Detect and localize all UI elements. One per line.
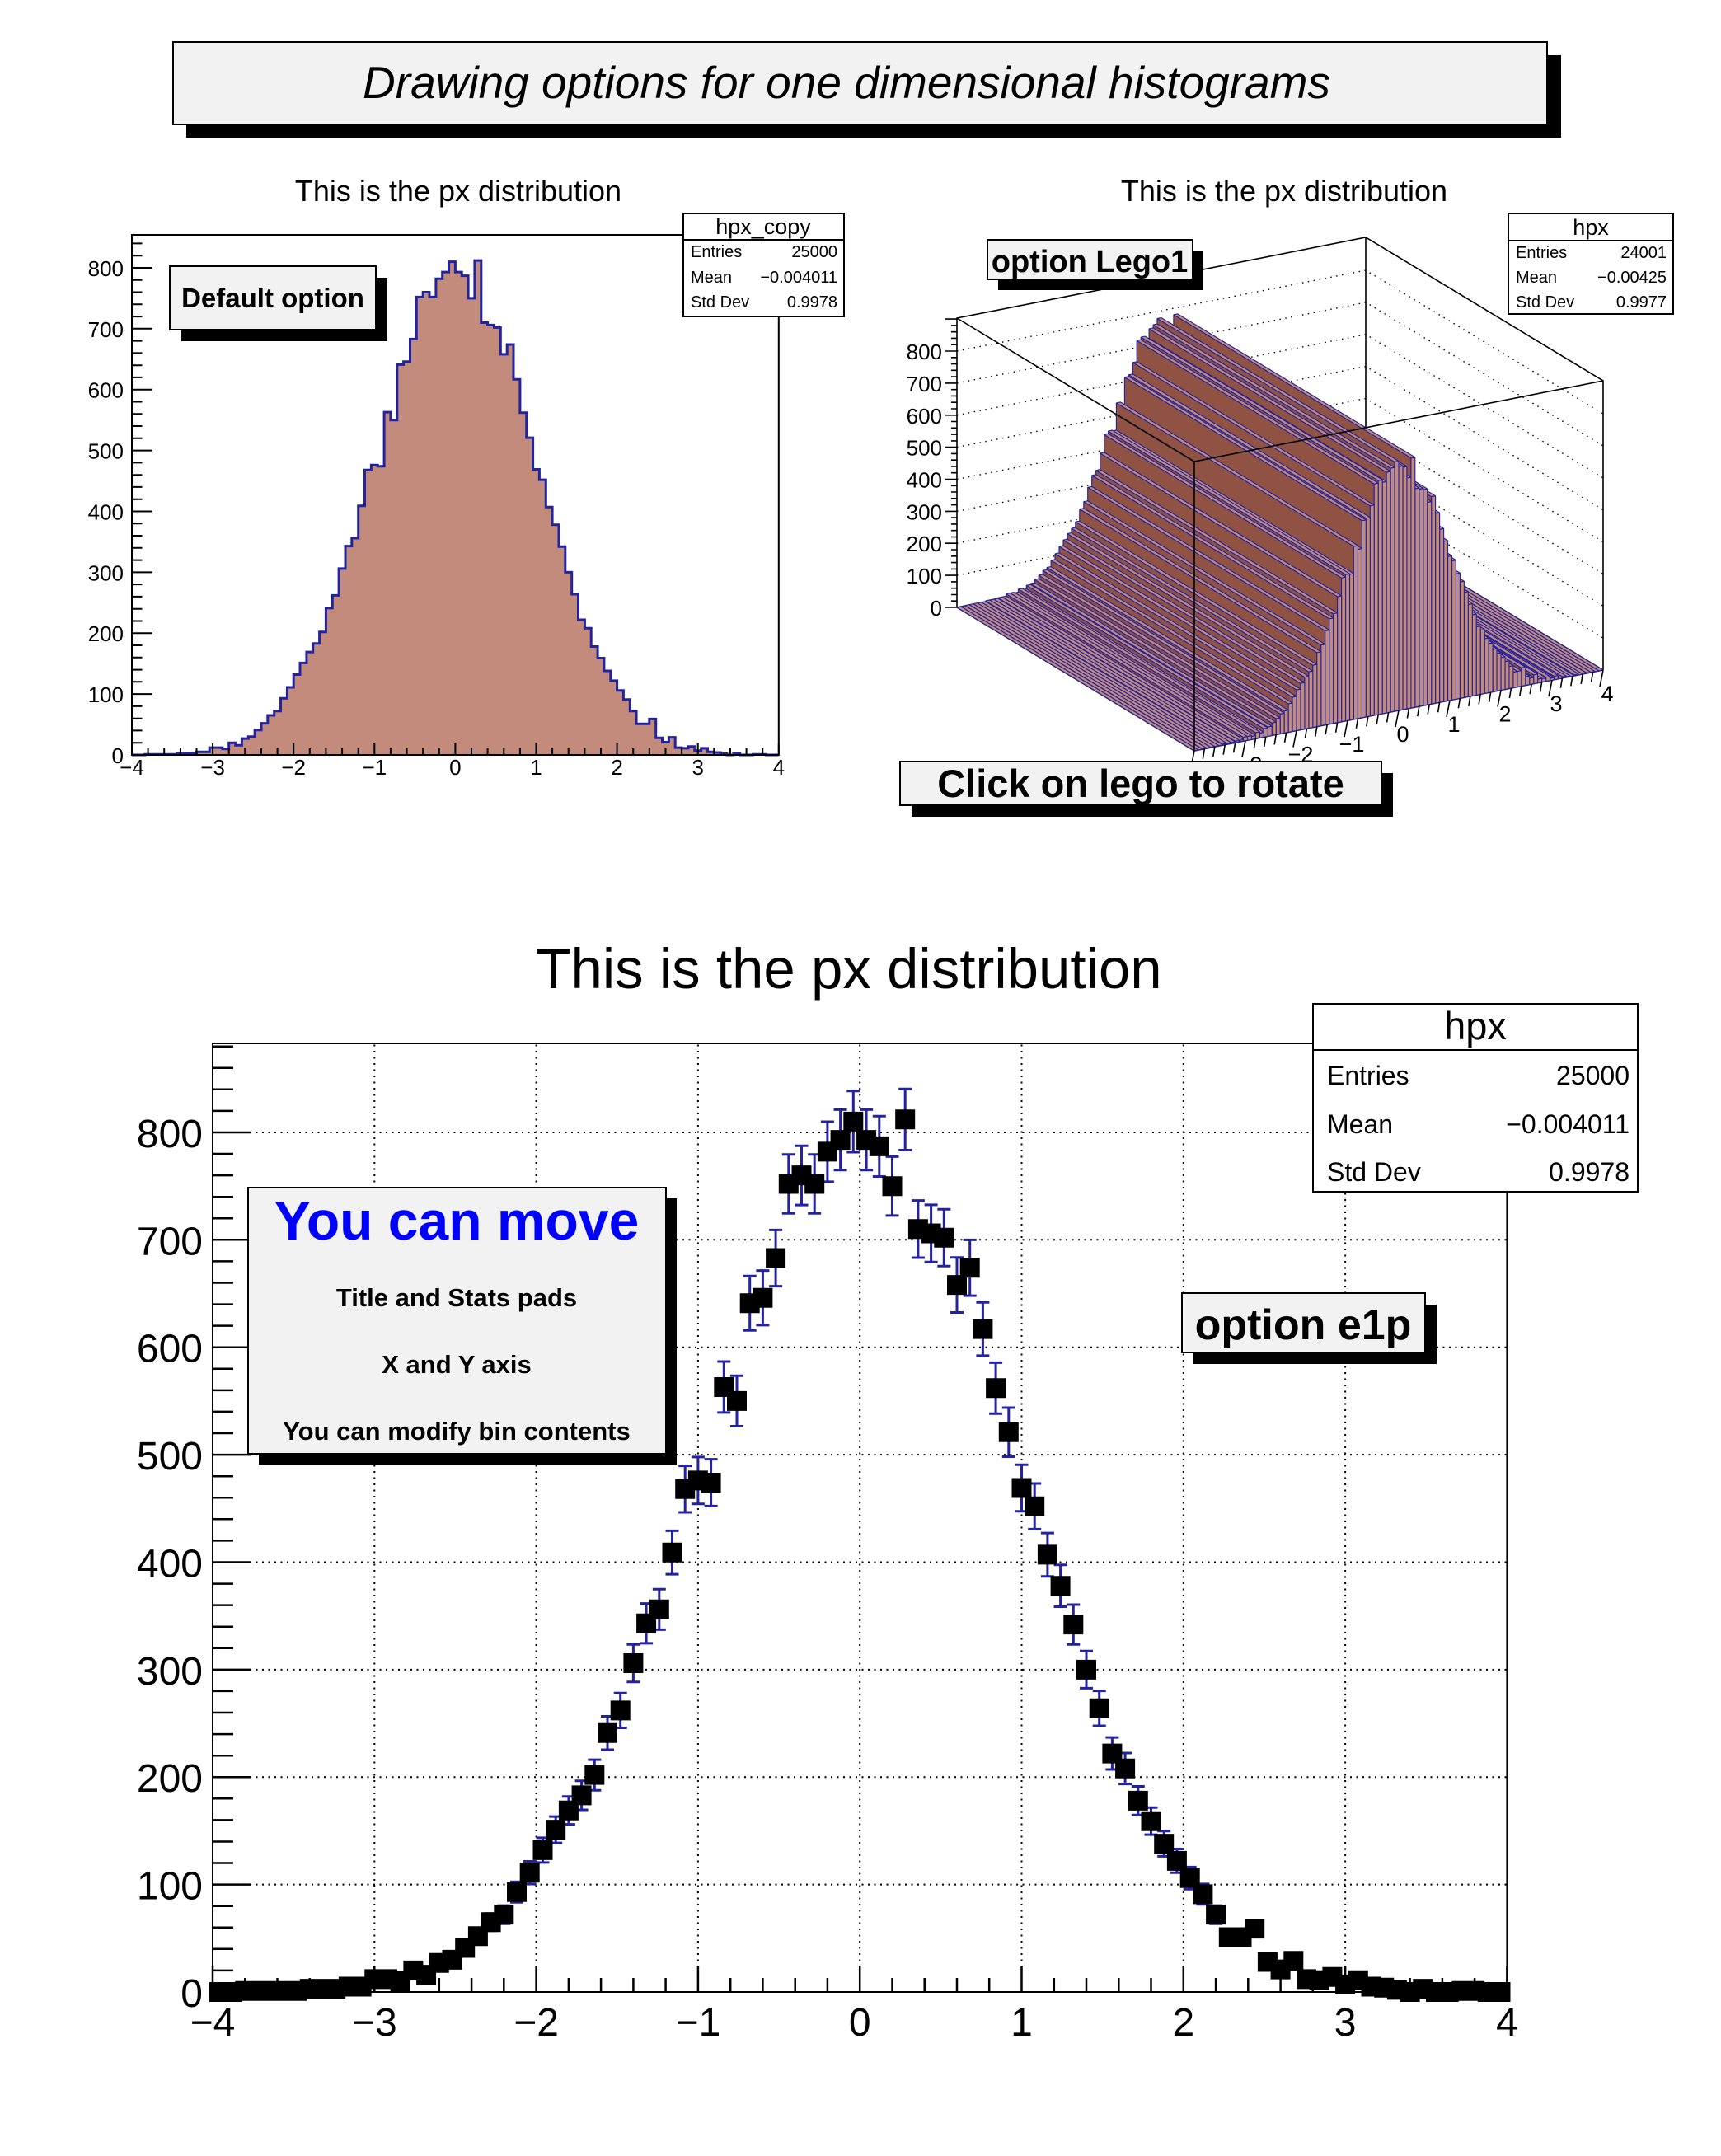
svg-text:−2: −2 — [281, 755, 306, 780]
svg-text:option Lego1: option Lego1 — [992, 245, 1189, 279]
svg-text:400: 400 — [137, 1543, 203, 1587]
svg-text:24001: 24001 — [1620, 244, 1667, 262]
svg-text:Std Dev: Std Dev — [691, 293, 749, 312]
svg-text:−1: −1 — [362, 755, 387, 780]
svg-text:800: 800 — [137, 1113, 203, 1156]
svg-text:100: 100 — [88, 682, 124, 707]
svg-text:25000: 25000 — [1556, 1061, 1630, 1090]
svg-text:500: 500 — [137, 1435, 203, 1479]
svg-text:0.9977: 0.9977 — [1616, 293, 1667, 312]
svg-text:0: 0 — [181, 1972, 203, 2016]
svg-text:Click on lego to rotate: Click on lego to rotate — [937, 762, 1344, 805]
svg-text:option e1p: option e1p — [1195, 1301, 1412, 1349]
svg-text:Mean: Mean — [1327, 1109, 1393, 1139]
svg-text:Std Dev: Std Dev — [1327, 1157, 1421, 1187]
svg-text:4: 4 — [1496, 2001, 1518, 2045]
svg-text:200: 200 — [137, 1757, 203, 1801]
svg-text:3: 3 — [1334, 2001, 1357, 2045]
svg-text:Default option: Default option — [181, 283, 364, 313]
svg-text:Entries: Entries — [1516, 244, 1567, 262]
svg-text:4: 4 — [1601, 682, 1613, 706]
svg-text:Title and Stats pads: Title and Stats pads — [336, 1283, 577, 1312]
svg-text:3: 3 — [1550, 691, 1562, 716]
svg-text:0: 0 — [449, 755, 461, 780]
svg-text:−1: −1 — [676, 2001, 721, 2045]
svg-text:700: 700 — [907, 372, 942, 396]
svg-text:−0.004011: −0.004011 — [1506, 1109, 1630, 1139]
svg-text:2: 2 — [1498, 702, 1511, 727]
svg-text:1: 1 — [1011, 2001, 1033, 2045]
svg-text:1: 1 — [530, 755, 542, 780]
svg-text:600: 600 — [137, 1328, 203, 1371]
svg-text:700: 700 — [137, 1220, 203, 1263]
svg-text:You can modify bin contents: You can modify bin contents — [283, 1417, 630, 1446]
svg-text:−3: −3 — [352, 2001, 397, 2045]
svg-text:Drawing options for one dimens: Drawing options for one dimensional hist… — [363, 57, 1330, 108]
svg-text:300: 300 — [137, 1650, 203, 1694]
svg-text:600: 600 — [907, 404, 942, 429]
svg-text:Entries: Entries — [1327, 1061, 1409, 1090]
svg-text:500: 500 — [88, 439, 124, 464]
svg-text:X and Y axis: X and Y axis — [382, 1350, 532, 1379]
svg-text:Entries: Entries — [691, 243, 742, 261]
svg-text:Std Dev: Std Dev — [1516, 293, 1574, 312]
svg-text:0: 0 — [1396, 722, 1409, 747]
svg-text:You can move: You can move — [274, 1190, 640, 1251]
svg-text:2: 2 — [1172, 2001, 1194, 2045]
svg-text:This is the px distribution: This is the px distribution — [536, 937, 1161, 1001]
svg-text:0.9978: 0.9978 — [787, 293, 837, 312]
svg-text:2: 2 — [611, 755, 622, 780]
svg-text:0: 0 — [849, 2001, 871, 2045]
svg-text:−0.00425: −0.00425 — [1597, 269, 1667, 287]
svg-text:200: 200 — [88, 621, 124, 646]
svg-text:700: 700 — [88, 317, 124, 342]
svg-text:Mean: Mean — [1516, 269, 1557, 287]
svg-text:300: 300 — [88, 560, 124, 585]
svg-text:800: 800 — [907, 340, 942, 364]
svg-text:Mean: Mean — [691, 269, 732, 287]
svg-text:300: 300 — [907, 499, 942, 524]
svg-text:−2: −2 — [513, 2001, 559, 2045]
svg-text:500: 500 — [907, 436, 942, 461]
svg-text:This is the px distribution: This is the px distribution — [1121, 174, 1447, 208]
svg-text:−4: −4 — [190, 2001, 236, 2045]
svg-text:100: 100 — [907, 564, 942, 588]
svg-text:200: 200 — [907, 532, 942, 556]
svg-text:600: 600 — [88, 378, 124, 403]
svg-text:1: 1 — [1447, 712, 1460, 737]
svg-text:100: 100 — [137, 1865, 203, 1909]
svg-text:hpx: hpx — [1444, 1004, 1507, 1048]
svg-text:3: 3 — [692, 755, 703, 780]
svg-text:−4: −4 — [120, 755, 144, 780]
svg-text:400: 400 — [907, 468, 942, 493]
svg-text:−0.004011: −0.004011 — [760, 269, 837, 287]
svg-text:−1: −1 — [1339, 732, 1365, 757]
svg-text:0: 0 — [931, 596, 942, 621]
svg-text:400: 400 — [88, 500, 124, 525]
svg-text:hpx: hpx — [1573, 215, 1609, 240]
svg-text:−3: −3 — [200, 755, 225, 780]
svg-text:25000: 25000 — [791, 243, 837, 261]
svg-text:4: 4 — [773, 755, 785, 780]
svg-text:800: 800 — [88, 256, 124, 281]
svg-text:hpx_copy: hpx_copy — [715, 214, 811, 239]
svg-text:0.9978: 0.9978 — [1549, 1157, 1630, 1187]
svg-text:This is the px distribution: This is the px distribution — [295, 174, 621, 208]
svg-text:0: 0 — [112, 743, 124, 768]
